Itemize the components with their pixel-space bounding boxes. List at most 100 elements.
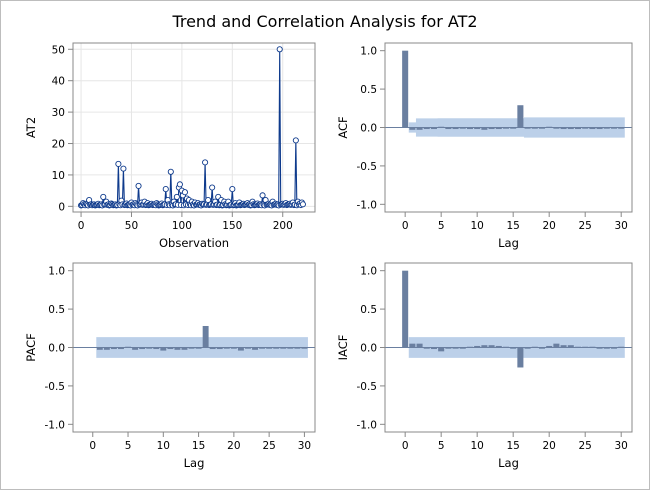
data-point-22: [100, 193, 107, 200]
data-point-180: [259, 192, 266, 199]
iacf-y-tick-label: -0.5: [357, 381, 378, 393]
iacf-bar-lag-11: [481, 345, 488, 348]
acf-bar-lag-11: [481, 127, 488, 130]
pacf-x-tick-label: 10: [157, 440, 170, 452]
trend-x-tick-label: 200: [273, 220, 293, 232]
iacf-bar-lag-8: [459, 347, 466, 349]
acf-y-tick-label: -1.0: [357, 199, 378, 211]
acf-bar-lag-17: [524, 127, 531, 129]
acf-x-tick-label: 5: [438, 220, 445, 232]
acf-bar-lag-23: [567, 127, 574, 130]
trend-panel: [68, 42, 316, 217]
iacf-bar-lag-21: [553, 343, 560, 348]
data-point-213: [292, 137, 299, 144]
acf-y-tick-label: 0.0: [360, 123, 377, 135]
data-point-95: [173, 193, 180, 200]
acf-bar-lag-18: [531, 127, 538, 129]
data-point-150: [229, 186, 236, 193]
pacf-bar-lag-11: [167, 347, 174, 350]
data-point-84: [162, 186, 169, 193]
pacf-bar-lag-20: [230, 347, 237, 349]
trend-y-tick-label: 20: [52, 139, 65, 151]
pacf-bar-lag-19: [223, 347, 230, 349]
iacf-y-tick-label: 0.0: [360, 343, 377, 355]
iacf-y-tick-label: 1.0: [360, 266, 377, 278]
acf-bar-lag-1: [409, 127, 416, 130]
iacf-bar-lag-17: [524, 347, 531, 349]
pacf-bar-lag-10: [160, 347, 167, 351]
pacf-bar-lag-30: [301, 347, 308, 349]
acf-bar-lag-8: [459, 127, 466, 129]
iacf-bar-lag-19: [538, 347, 546, 349]
acf-bar-lag-2: [416, 127, 423, 130]
iacf-bar-lag-15: [510, 347, 517, 349]
acf-bar-lag-24: [574, 127, 582, 130]
acf-bar-lag-12: [488, 127, 495, 130]
pacf-bar-lag-17: [209, 347, 216, 350]
acf-bar-lag-0: [402, 50, 409, 128]
trend-plot-frame: [72, 42, 316, 213]
acf-bar-lag-27: [596, 127, 603, 130]
iacf-bar-lag-4: [430, 347, 437, 350]
data-point-37: [115, 160, 122, 167]
data-point-220: [299, 201, 306, 208]
pacf-bar-lag-24: [259, 347, 266, 349]
pacf-x-tick-label: 20: [227, 440, 240, 452]
pacf-bar-lag-4: [118, 347, 124, 350]
acf-bar-lag-14: [502, 127, 510, 129]
data-point-123: [202, 159, 209, 166]
pacf-bar-lag-25: [266, 347, 273, 349]
pacf-bar-lag-23: [252, 347, 258, 350]
acf-bar-lag-30: [618, 127, 625, 129]
iacf-y-tick-label: 0.5: [360, 304, 377, 316]
acf-bar-lag-29: [610, 127, 618, 129]
acf-x-axis-label: Lag: [498, 236, 519, 250]
iacf-bar-lag-2: [416, 343, 423, 348]
pacf-bar-lag-26: [273, 347, 280, 349]
acf-bar-lag-6: [445, 127, 452, 130]
pacf-x-tick-label: 25: [262, 440, 275, 452]
iacf-bar-lag-1: [409, 343, 416, 348]
pacf-bar-lag-12: [174, 347, 181, 350]
acf-bar-lag-28: [603, 127, 610, 129]
iacf-panel: [380, 262, 633, 437]
pacf-x-axis-label: Lag: [184, 456, 205, 470]
acf-bar-lag-7: [452, 127, 459, 130]
acf-x-tick-label: 30: [615, 220, 628, 232]
pacf-bar-lag-16: [202, 325, 209, 348]
iacf-bar-lag-5: [438, 347, 445, 352]
pacf-bar-lag-9: [153, 347, 160, 350]
data-point-130: [209, 184, 216, 191]
pacf-y-tick-label: 0.5: [48, 304, 65, 316]
pacf-bar-lag-27: [280, 347, 287, 349]
pacf-bar-lag-15: [195, 347, 202, 349]
trend-x-tick-label: 50: [125, 220, 138, 232]
acf-x-tick-label: 10: [470, 220, 483, 232]
trend-y-tick-label: 10: [52, 170, 65, 182]
acf-panel: [380, 42, 633, 217]
pacf-x-tick-label: 0: [89, 440, 96, 452]
iacf-x-tick-label: 30: [615, 440, 628, 452]
acf-bar-lag-3: [423, 127, 430, 130]
iacf-bar-lag-22: [560, 345, 567, 348]
data-point-197: [276, 46, 283, 53]
iacf-x-tick-label: 15: [506, 440, 519, 452]
acf-y-tick-label: -0.5: [357, 161, 378, 173]
acf-x-tick-label: 20: [542, 220, 555, 232]
pacf-bar-lag-7: [139, 347, 146, 350]
iacf-x-tick-label: 0: [402, 440, 409, 452]
acf-bar-lag-19: [538, 127, 546, 129]
iacf-bar-lag-7: [452, 347, 459, 349]
iacf-x-tick-label: 25: [579, 440, 592, 452]
acf-bar-lag-13: [495, 127, 502, 130]
pacf-y-tick-label: 0.0: [48, 343, 65, 355]
acf-bar-lag-22: [560, 127, 567, 130]
trend-x-tick-label: 150: [222, 220, 242, 232]
iacf-y-tick-label: -1.0: [357, 419, 378, 431]
trend-y-tick-label: 40: [52, 76, 65, 88]
iacf-bar-lag-27: [596, 347, 603, 349]
data-point-57: [135, 182, 142, 189]
pacf-bar-lag-2: [103, 347, 110, 350]
pacf-bar-lag-22: [245, 347, 251, 349]
pacf-x-tick-label: 15: [192, 440, 205, 452]
